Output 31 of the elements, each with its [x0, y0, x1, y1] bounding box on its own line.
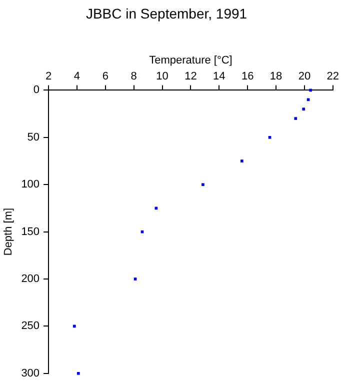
point	[306, 98, 310, 102]
point	[76, 372, 80, 375]
y-tick-label: 100	[21, 178, 40, 191]
x-tick-label: 2	[45, 70, 52, 83]
x-tick-label: 16	[241, 70, 254, 83]
x-tick-label: 8	[130, 70, 137, 83]
chart-title: JBBC in September, 1991	[86, 5, 248, 22]
x-tick-label: 6	[102, 70, 108, 83]
x-tick-label: 18	[270, 70, 282, 83]
x-axis-title: Temperature [°C]	[149, 54, 232, 66]
point	[73, 324, 76, 328]
x-tick-label: 10	[156, 70, 168, 83]
x-tick-label: 14	[213, 70, 226, 83]
y-tick-label: 150	[21, 226, 40, 238]
y-tick-label: 200	[21, 273, 40, 286]
point	[134, 278, 137, 280]
y-tick-label: 250	[21, 320, 40, 332]
point	[268, 136, 272, 139]
y-tick-label: 0	[33, 84, 40, 96]
point	[302, 108, 306, 110]
point	[240, 160, 244, 162]
x-tick-label: 22	[326, 70, 340, 83]
x-tick-label: 12	[184, 70, 197, 83]
x-tick-label: 4	[74, 70, 80, 83]
point	[294, 117, 298, 120]
point	[202, 183, 204, 186]
y-axis-title: Depth [m]	[2, 208, 15, 256]
y-tick-label: 300	[21, 367, 40, 380]
point	[309, 88, 312, 92]
y-tick-label: 50	[27, 131, 40, 144]
x-tick-label: 20	[298, 70, 311, 83]
